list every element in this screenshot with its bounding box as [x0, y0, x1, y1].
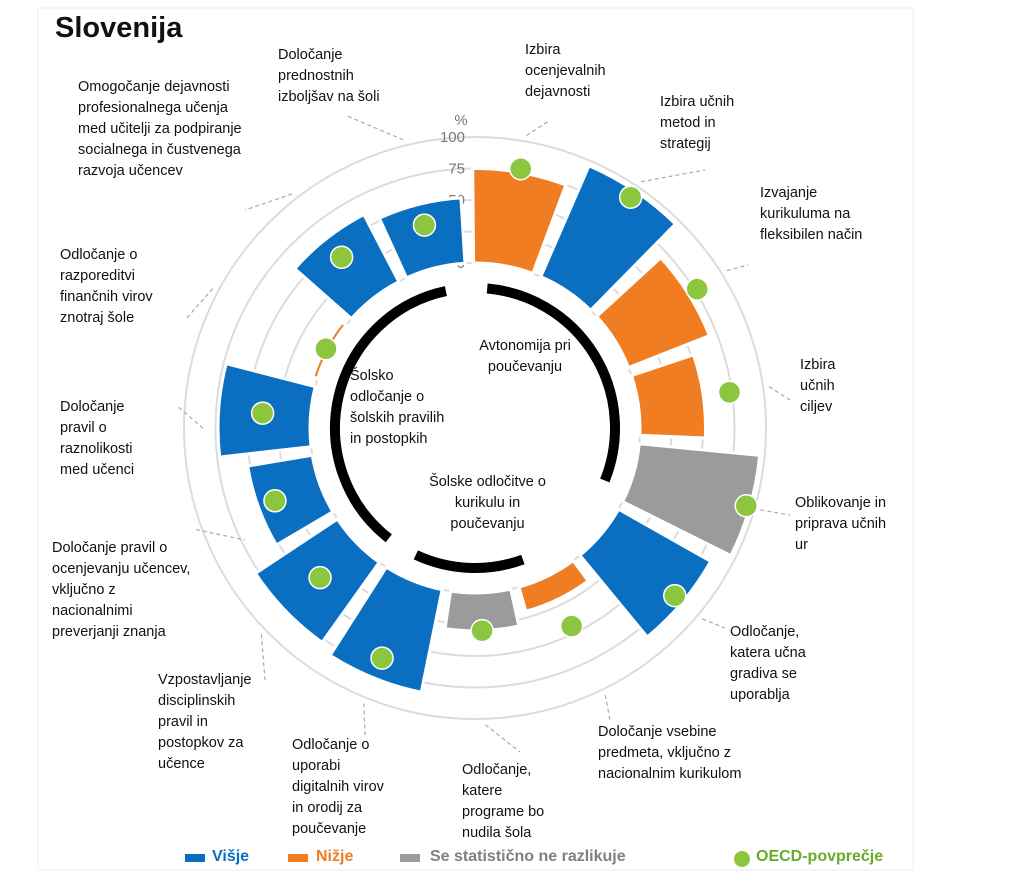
leader-line: [484, 724, 521, 753]
oecd-marker: [329, 245, 354, 270]
category-label: Izbira učnih ciljev: [800, 357, 836, 415]
category-label: Določanje pravil o ocenjevanju učencev, …: [52, 540, 191, 640]
bar: [517, 558, 591, 614]
legend-label: Se statistično ne razlikuje: [430, 848, 626, 865]
category-label: Vzpostavljanje disciplinskih pravil in p…: [158, 672, 252, 772]
legend-swatch: [288, 854, 308, 862]
leader-line: [760, 509, 791, 516]
category-label: Odločanje o razporeditvi finančnih virov…: [60, 247, 153, 326]
bar: [629, 352, 708, 440]
leader-line: [184, 288, 214, 321]
leader-line: [702, 618, 726, 629]
legend-swatch: [185, 854, 205, 862]
oecd-marker: [685, 277, 709, 301]
bar: [328, 565, 444, 694]
category-label: Izbira ocenjevalnih dejavnosti: [525, 42, 606, 100]
oecd-marker: [412, 213, 437, 237]
oecd-marker: [559, 614, 584, 638]
category-label: Določanje vsebine predmeta, vključno z n…: [598, 724, 742, 782]
frame: [37, 7, 914, 871]
leader-line: [344, 114, 404, 141]
r-axis-label: %: [454, 112, 467, 129]
r-tick-label: 75: [448, 161, 465, 178]
bar: [538, 163, 678, 313]
oecd-marker: [618, 185, 643, 209]
group-label: Šolske odločitve o kurikulu in poučevanj…: [429, 474, 546, 532]
oecd-marker: [508, 156, 533, 181]
category-label: Odločanje o uporabi digitalnih virov in …: [292, 737, 384, 837]
r-tick-label: 100: [440, 129, 465, 146]
category-label: Določanje pravil o raznolikosti med učen…: [60, 399, 135, 478]
leader-line: [604, 694, 611, 721]
group-label: Avtonomija pri poučevanju: [479, 338, 571, 375]
leader-line: [195, 528, 246, 541]
leader-line: [640, 169, 706, 183]
group-label: Šolsko odločanje o šolskih pravilih in p…: [350, 368, 445, 447]
oecd-marker: [663, 583, 687, 608]
category-label: Omogočanje dejavnosti profesionalnega uč…: [78, 79, 242, 179]
leader-line: [178, 406, 206, 431]
legend-swatch: [400, 854, 420, 862]
group-arc: [330, 286, 447, 543]
category-label: Določanje prednostnih izboljšav na šoli: [278, 47, 380, 105]
leader-line: [768, 386, 791, 401]
leader-line: [726, 264, 749, 272]
bar: [594, 255, 712, 370]
bar: [471, 167, 568, 276]
bar: [377, 196, 467, 280]
category-label: Odločanje, katera učna gradiva se uporab…: [730, 624, 806, 703]
chart-title: Slovenija: [55, 12, 183, 44]
legend-label: Višje: [212, 848, 250, 865]
leader-line: [260, 634, 266, 681]
group-arc: [413, 550, 525, 573]
bar: [620, 442, 762, 558]
oecd-marker: [308, 565, 332, 590]
category-label: Izvajanje kurikuluma na fleksibilen nači…: [760, 185, 863, 243]
bar: [245, 453, 335, 548]
legend-label: OECD-povprečje: [756, 848, 884, 865]
bar: [443, 587, 521, 633]
oecd-marker: [263, 489, 287, 513]
oecd-marker: [250, 401, 275, 425]
oecd-marker: [370, 646, 394, 670]
oecd-marker: [470, 618, 494, 643]
legend-label: Nižje: [316, 848, 354, 865]
oecd-marker: [717, 380, 742, 404]
oecd-marker: [314, 337, 338, 361]
category-label: Odločanje, katere programe bo nudila šol…: [462, 762, 545, 841]
leader-line: [526, 119, 551, 137]
leader-line: [363, 703, 366, 736]
category-label: Izbira učnih metod in strategij: [660, 94, 735, 152]
grid-circle: [183, 136, 767, 720]
oecd-marker: [734, 494, 758, 518]
legend-marker: [734, 851, 750, 867]
group-arc: [486, 283, 620, 483]
category-label: Oblikovanje in priprava učnih ur: [795, 495, 887, 553]
leader-line: [244, 193, 293, 211]
